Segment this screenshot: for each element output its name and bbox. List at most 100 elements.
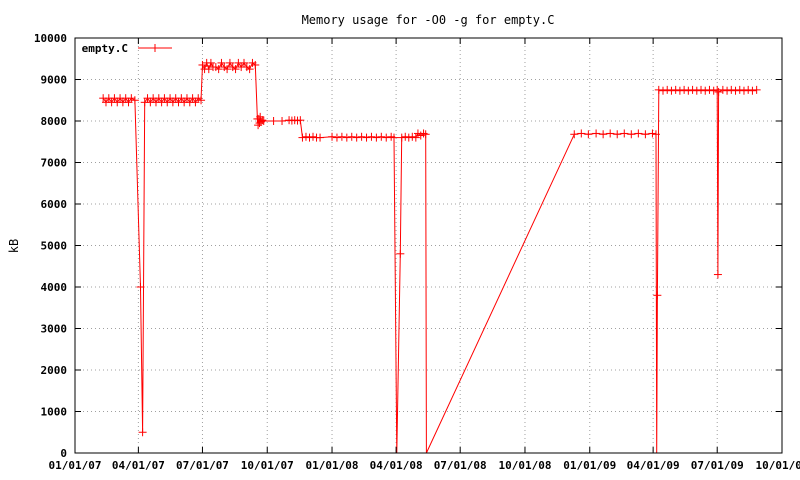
chart-title: Memory usage for -O0 -g for empty.C (302, 13, 555, 27)
data-point (651, 130, 660, 139)
data-point (296, 116, 305, 125)
data-point (251, 60, 260, 69)
data-point (225, 58, 234, 67)
data-point (421, 130, 430, 139)
x-tick-label: 04/01/08 (370, 459, 423, 472)
data-point (198, 60, 207, 69)
data-point (411, 133, 420, 142)
y-tick-label: 6000 (41, 198, 68, 211)
x-tick-label: 01/01/09 (563, 459, 616, 472)
data-point (692, 86, 701, 95)
data-point (577, 129, 586, 138)
data-point (627, 130, 636, 139)
x-tick-label: 10/01/08 (498, 459, 551, 472)
data-point (744, 85, 753, 94)
y-tick-label: 4000 (41, 281, 68, 294)
data-point (675, 86, 684, 95)
data-point (138, 428, 147, 437)
data-point (332, 133, 341, 142)
data-point (663, 85, 672, 94)
x-tick-label: 07/01/07 (176, 459, 229, 472)
y-tick-label: 9000 (41, 74, 68, 87)
y-axis-label: kB (7, 239, 21, 253)
data-point (259, 117, 268, 125)
legend-label-empty-c: empty.C (82, 42, 128, 55)
data-point (240, 58, 249, 67)
data-point (204, 65, 213, 74)
y-tick-label: 2000 (41, 364, 68, 377)
data-point (667, 86, 676, 95)
data-point (688, 85, 697, 94)
data-point (404, 133, 413, 142)
data-point (697, 85, 706, 94)
data-point (127, 94, 136, 103)
data-point (705, 85, 714, 94)
data-point (654, 85, 663, 94)
data-point (592, 129, 601, 138)
data-point (641, 130, 650, 139)
data-point (684, 86, 693, 95)
data-point (298, 133, 307, 142)
x-tick-label: 10/01/07 (241, 459, 294, 472)
data-point (136, 283, 145, 291)
data-point (653, 291, 662, 300)
y-tick-label: 3000 (41, 323, 68, 336)
data-point (680, 85, 689, 94)
y-tick-label: 7000 (41, 157, 68, 170)
legend: empty.C (82, 42, 172, 55)
data-point (197, 96, 206, 105)
data-point (671, 85, 680, 94)
data-point (731, 86, 740, 95)
x-tick-label: 01/01/07 (49, 459, 102, 472)
series-layer (102, 61, 757, 454)
data-point (620, 129, 629, 138)
data-point (739, 86, 748, 95)
data-point (124, 98, 133, 107)
x-tick-label: 07/01/08 (434, 459, 487, 472)
data-point (278, 117, 287, 125)
data-point (357, 132, 366, 141)
data-point (191, 98, 200, 107)
data-point (658, 86, 667, 95)
data-point (372, 133, 381, 142)
data-point (256, 112, 265, 121)
data-point (305, 133, 314, 142)
data-point (727, 85, 736, 94)
data-point (389, 133, 398, 142)
data-point (269, 117, 278, 125)
data-point (613, 130, 622, 139)
data-point (735, 85, 744, 94)
data-point (570, 130, 579, 139)
data-point (377, 132, 386, 141)
data-point (396, 249, 405, 258)
data-point (599, 130, 608, 139)
data-point (723, 86, 732, 95)
data-point (245, 65, 254, 74)
data-point (258, 116, 267, 125)
data-point (713, 270, 722, 279)
data-point (130, 96, 139, 105)
data-point (328, 132, 337, 141)
x-axis-ticks: 01/01/07 04/01/07 07/01/07 10/01/07 01/01/08… (49, 38, 800, 472)
data-point (342, 133, 351, 142)
y-tick-label: 0 (60, 447, 67, 460)
data-point (214, 65, 223, 74)
x-tick-label: 01/01/08 (306, 459, 359, 472)
data-point (748, 86, 757, 95)
data-point (709, 86, 718, 95)
data-point (408, 132, 417, 141)
x-tick-label: 10/01/09 (756, 459, 800, 472)
data-point (309, 132, 318, 141)
data-point (397, 133, 406, 142)
data-point (367, 132, 376, 141)
y-tick-label: 10000 (34, 32, 67, 45)
data-point (584, 130, 593, 139)
data-point (382, 133, 391, 142)
data-point (362, 133, 371, 142)
point-markers (99, 58, 761, 437)
data-point (347, 132, 356, 141)
y-axis-ticks: 0 1000 2000 3000 4000 5000 6000 7000 8000 9000 100… (34, 32, 782, 460)
data-point (648, 129, 657, 138)
data-point (419, 129, 428, 138)
